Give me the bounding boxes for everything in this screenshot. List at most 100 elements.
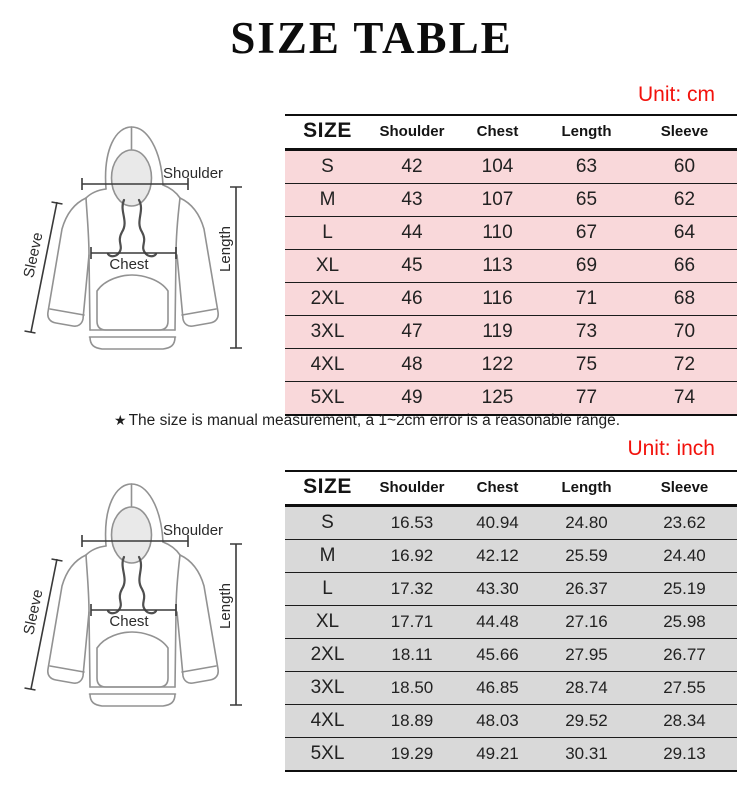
- length-cell: 26.37: [541, 572, 632, 606]
- shoulder-cell: 18.89: [370, 704, 454, 738]
- hem-band: [88, 329, 177, 350]
- table-row: 3XL 47 119 73 70: [285, 315, 737, 349]
- sleeve-cell: 60: [632, 149, 737, 184]
- right-shoulder: [162, 541, 181, 556]
- unit-label-cm: Unit: cm: [637, 83, 715, 106]
- shoulder-cell: 46: [370, 282, 454, 316]
- length-cell: 30.31: [541, 737, 632, 771]
- table-row: M 16.92 42.12 25.59 24.40: [285, 539, 737, 573]
- left-shoulder: [85, 188, 107, 199]
- page-title: SIZE TABLE: [230, 13, 513, 63]
- unit-label-inch: Unit: inch: [627, 437, 715, 460]
- sleeve-cell: 74: [632, 381, 737, 415]
- shoulder-cell: 47: [370, 315, 454, 349]
- chest-cell: 44.48: [454, 605, 541, 639]
- chest-cell: 110: [454, 216, 541, 250]
- shoulder-measure-line: [81, 535, 189, 547]
- shoulder-label: Shoulder: [163, 522, 223, 539]
- length-cell: 71: [541, 282, 632, 316]
- length-cell: 73: [541, 315, 632, 349]
- right-shoulder: [162, 184, 181, 199]
- length-cell: 25.59: [541, 539, 632, 573]
- column-header-length: Length: [541, 471, 632, 507]
- table-row: 4XL 48 122 75 72: [285, 348, 737, 382]
- length-label: Length: [217, 583, 234, 629]
- size-cell: 5XL: [285, 381, 370, 415]
- length-cell: 27.16: [541, 605, 632, 639]
- shoulder-label: Shoulder: [163, 165, 223, 182]
- note-text: The size is manual measurement, a 1~2cm …: [128, 412, 621, 429]
- hem-band: [88, 686, 177, 707]
- sleeve-cell: 64: [632, 216, 737, 250]
- size-cell: L: [285, 572, 370, 606]
- length-measure-line: [230, 186, 242, 349]
- length-measure-line: [230, 543, 242, 706]
- length-label: Length: [217, 226, 234, 272]
- size-cell: S: [285, 149, 370, 184]
- chest-label: Chest: [109, 256, 149, 273]
- chest-cell: 43.30: [454, 572, 541, 606]
- sleeve-cell: 29.13: [632, 737, 737, 771]
- sleeve-cell: 24.40: [632, 539, 737, 573]
- length-cell: 63: [541, 149, 632, 184]
- length-cell: 65: [541, 183, 632, 217]
- sleeve-cell: 68: [632, 282, 737, 316]
- size-cell: 3XL: [285, 315, 370, 349]
- shoulder-cell: 49: [370, 381, 454, 415]
- chest-cell: 46.85: [454, 671, 541, 705]
- table-row: 2XL 18.11 45.66 27.95 26.77: [285, 638, 737, 672]
- sleeve-cell: 70: [632, 315, 737, 349]
- chest-cell: 122: [454, 348, 541, 382]
- column-header-sleeve: Sleeve: [632, 115, 737, 151]
- left-cuff: [49, 308, 85, 316]
- table-row: 2XL 46 116 71 68: [285, 282, 737, 316]
- measurement-note: ★ The size is manual measurement, a 1~2cm…: [114, 412, 620, 430]
- hoodie-outline: [47, 126, 219, 350]
- size-cell: M: [285, 539, 370, 573]
- column-header-shoulder: Shoulder: [370, 471, 454, 507]
- chest-cell: 125: [454, 381, 541, 415]
- shoulder-cell: 43: [370, 183, 454, 217]
- length-cell: 77: [541, 381, 632, 415]
- chest-cell: 113: [454, 249, 541, 283]
- sleeve-cell: 26.77: [632, 638, 737, 672]
- table-row: XL 45 113 69 66: [285, 249, 737, 283]
- size-cell: L: [285, 216, 370, 250]
- shoulder-cell: 18.11: [370, 638, 454, 672]
- size-table-cm: SIZE Shoulder Chest Length Sleeve S 42 1…: [285, 114, 737, 416]
- shoulder-cell: 45: [370, 249, 454, 283]
- size-cell: 2XL: [285, 638, 370, 672]
- chest-cell: 107: [454, 183, 541, 217]
- shoulder-cell: 48: [370, 348, 454, 382]
- right-sleeve: [176, 554, 219, 684]
- sleeve-cell: 28.34: [632, 704, 737, 738]
- kangaroo-pocket: [96, 274, 169, 331]
- sleeve-cell: 27.55: [632, 671, 737, 705]
- shoulder-cell: 16.53: [370, 505, 454, 540]
- hood-opening: [110, 506, 153, 564]
- size-cell: 3XL: [285, 671, 370, 705]
- hoodie-measurement-diagram: Shoulder Chest Length Sleeve: [20, 126, 242, 350]
- shoulder-cell: 19.29: [370, 737, 454, 771]
- shoulder-cell: 17.32: [370, 572, 454, 606]
- table-row: 4XL 18.89 48.03 29.52 28.34: [285, 704, 737, 738]
- length-cell: 29.52: [541, 704, 632, 738]
- column-header-length: Length: [541, 115, 632, 151]
- sleeve-cell: 25.98: [632, 605, 737, 639]
- size-cell: S: [285, 505, 370, 540]
- shoulder-measure-line: [81, 178, 189, 190]
- sleeve-cell: 72: [632, 348, 737, 382]
- shoulder-cell: 16.92: [370, 539, 454, 573]
- length-cell: 27.95: [541, 638, 632, 672]
- left-sleeve: [47, 197, 90, 327]
- chest-label: Chest: [109, 613, 149, 630]
- hood-opening: [110, 149, 153, 207]
- shoulder-cell: 42: [370, 149, 454, 184]
- hoodie-measurement-diagram: Shoulder Chest Length Sleeve: [20, 483, 242, 707]
- left-drawstring: [106, 198, 126, 258]
- chest-cell: 49.21: [454, 737, 541, 771]
- table-row: L 44 110 67 64: [285, 216, 737, 250]
- table-row: 5XL 49 125 77 74: [285, 381, 737, 415]
- size-cell: 4XL: [285, 348, 370, 382]
